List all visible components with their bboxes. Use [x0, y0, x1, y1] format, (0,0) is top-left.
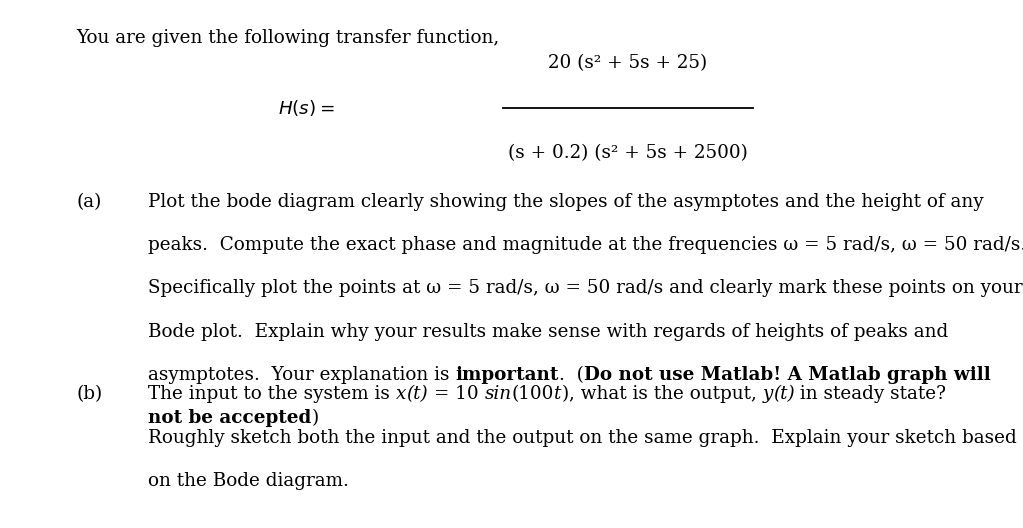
- Text: y: y: [762, 385, 772, 403]
- Text: t: t: [554, 385, 562, 403]
- Text: (a): (a): [77, 193, 102, 211]
- Text: = 10: = 10: [428, 385, 485, 403]
- Text: You are given the following transfer function,: You are given the following transfer fun…: [77, 29, 500, 47]
- Text: asymptotes.  Your explanation is: asymptotes. Your explanation is: [148, 366, 455, 384]
- Text: (s + 0.2) (s² + 5s + 2500): (s + 0.2) (s² + 5s + 2500): [508, 144, 748, 162]
- Text: ): ): [562, 385, 569, 403]
- Text: sin: sin: [485, 385, 512, 403]
- Text: $H(s) =$: $H(s) =$: [278, 98, 336, 118]
- Text: ): ): [312, 409, 319, 427]
- Text: , what is the output,: , what is the output,: [569, 385, 762, 403]
- Text: 20 (s² + 5s + 25): 20 (s² + 5s + 25): [548, 54, 708, 72]
- Text: .  (: . (: [560, 366, 584, 384]
- Text: on the Bode diagram.: on the Bode diagram.: [148, 472, 349, 490]
- Text: Plot the bode diagram clearly showing the slopes of the asymptotes and the heigh: Plot the bode diagram clearly showing th…: [148, 193, 984, 211]
- Text: Specifically plot the points at ω = 5 rad/s, ω = 50 rad/s and clearly mark these: Specifically plot the points at ω = 5 ra…: [148, 279, 1023, 297]
- Text: The input to the system is: The input to the system is: [148, 385, 396, 403]
- Text: Bode plot.  Explain why your results make sense with regards of heights of peaks: Bode plot. Explain why your results make…: [148, 323, 948, 341]
- Text: (t): (t): [772, 385, 795, 403]
- Text: (t): (t): [406, 385, 428, 403]
- Text: x: x: [396, 385, 406, 403]
- Text: Do not use Matlab! A Matlab graph will: Do not use Matlab! A Matlab graph will: [584, 366, 990, 384]
- Text: not be accepted: not be accepted: [148, 409, 312, 427]
- Text: (b): (b): [77, 385, 103, 403]
- Text: in steady state?: in steady state?: [795, 385, 946, 403]
- Text: (100: (100: [512, 385, 554, 403]
- Text: Roughly sketch both the input and the output on the same graph.  Explain your sk: Roughly sketch both the input and the ou…: [148, 429, 1017, 447]
- Text: peaks.  Compute the exact phase and magnitude at the frequencies ω = 5 rad/s, ω : peaks. Compute the exact phase and magni…: [148, 236, 1023, 254]
- Text: important: important: [455, 366, 560, 384]
